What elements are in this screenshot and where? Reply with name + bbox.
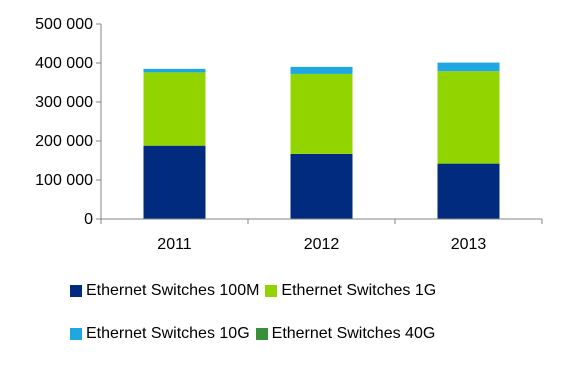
legend-label-1g: Ethernet Switches 1G [281, 281, 437, 299]
stacked-bar-chart: 0 100 000 200 000 300 000 400 000 500 000 201… [35, 16, 543, 253]
legend-item-100m: Ethernet Switches 100M [70, 282, 259, 300]
y-axis: 0 100 000 200 000 300 000 400 000 500 000 [35, 16, 102, 228]
legend-swatch-10g [70, 327, 82, 340]
legend-swatch-1g [265, 284, 278, 297]
legend-item-40g: Ethernet Switches 40G [255, 324, 436, 343]
legend-swatch-100m [70, 284, 82, 297]
bar-2013-series-1 [437, 71, 500, 164]
x-tick-label: 2012 [304, 236, 340, 253]
legend-swatch-40g [255, 327, 268, 340]
legend-label-40g: Ethernet Switches 40G [271, 324, 436, 342]
bar-2011-series-2 [143, 68, 206, 73]
bar-2012-series-1 [290, 73, 353, 154]
x-axis: 2011 2012 2013 [100, 218, 543, 253]
y-tick-label: 300 000 [35, 94, 93, 111]
legend-item-10g: Ethernet Switches 10G [70, 325, 250, 343]
legend-label-100m: Ethernet Switches 100M [86, 281, 260, 299]
y-tick-label: 0 [84, 211, 93, 228]
y-tick-label: 200 000 [35, 133, 93, 150]
bar-2011-series-0 [143, 145, 206, 219]
y-tick-label: 500 000 [35, 16, 93, 33]
bars [143, 62, 500, 219]
y-tick-label: 400 000 [35, 55, 93, 72]
bar-2013-series-0 [437, 163, 500, 219]
bar-2012-series-2 [290, 66, 353, 74]
legend: Ethernet Switches 100M Ethernet Switches… [70, 280, 550, 366]
bar-2011-series-1 [143, 72, 206, 146]
y-tick-label: 100 000 [35, 172, 93, 189]
legend-row-1: Ethernet Switches 100M Ethernet Switches… [70, 280, 550, 301]
legend-row-2: Ethernet Switches 10G Ethernet Switches … [70, 323, 550, 344]
bar-2013-series-2 [437, 62, 500, 72]
legend-item-1g: Ethernet Switches 1G [265, 282, 436, 300]
bar-2012-series-0 [290, 153, 353, 219]
x-tick-label: 2011 [157, 236, 192, 253]
legend-label-10g: Ethernet Switches 10G [86, 324, 250, 342]
x-tick-label: 2013 [451, 236, 487, 253]
